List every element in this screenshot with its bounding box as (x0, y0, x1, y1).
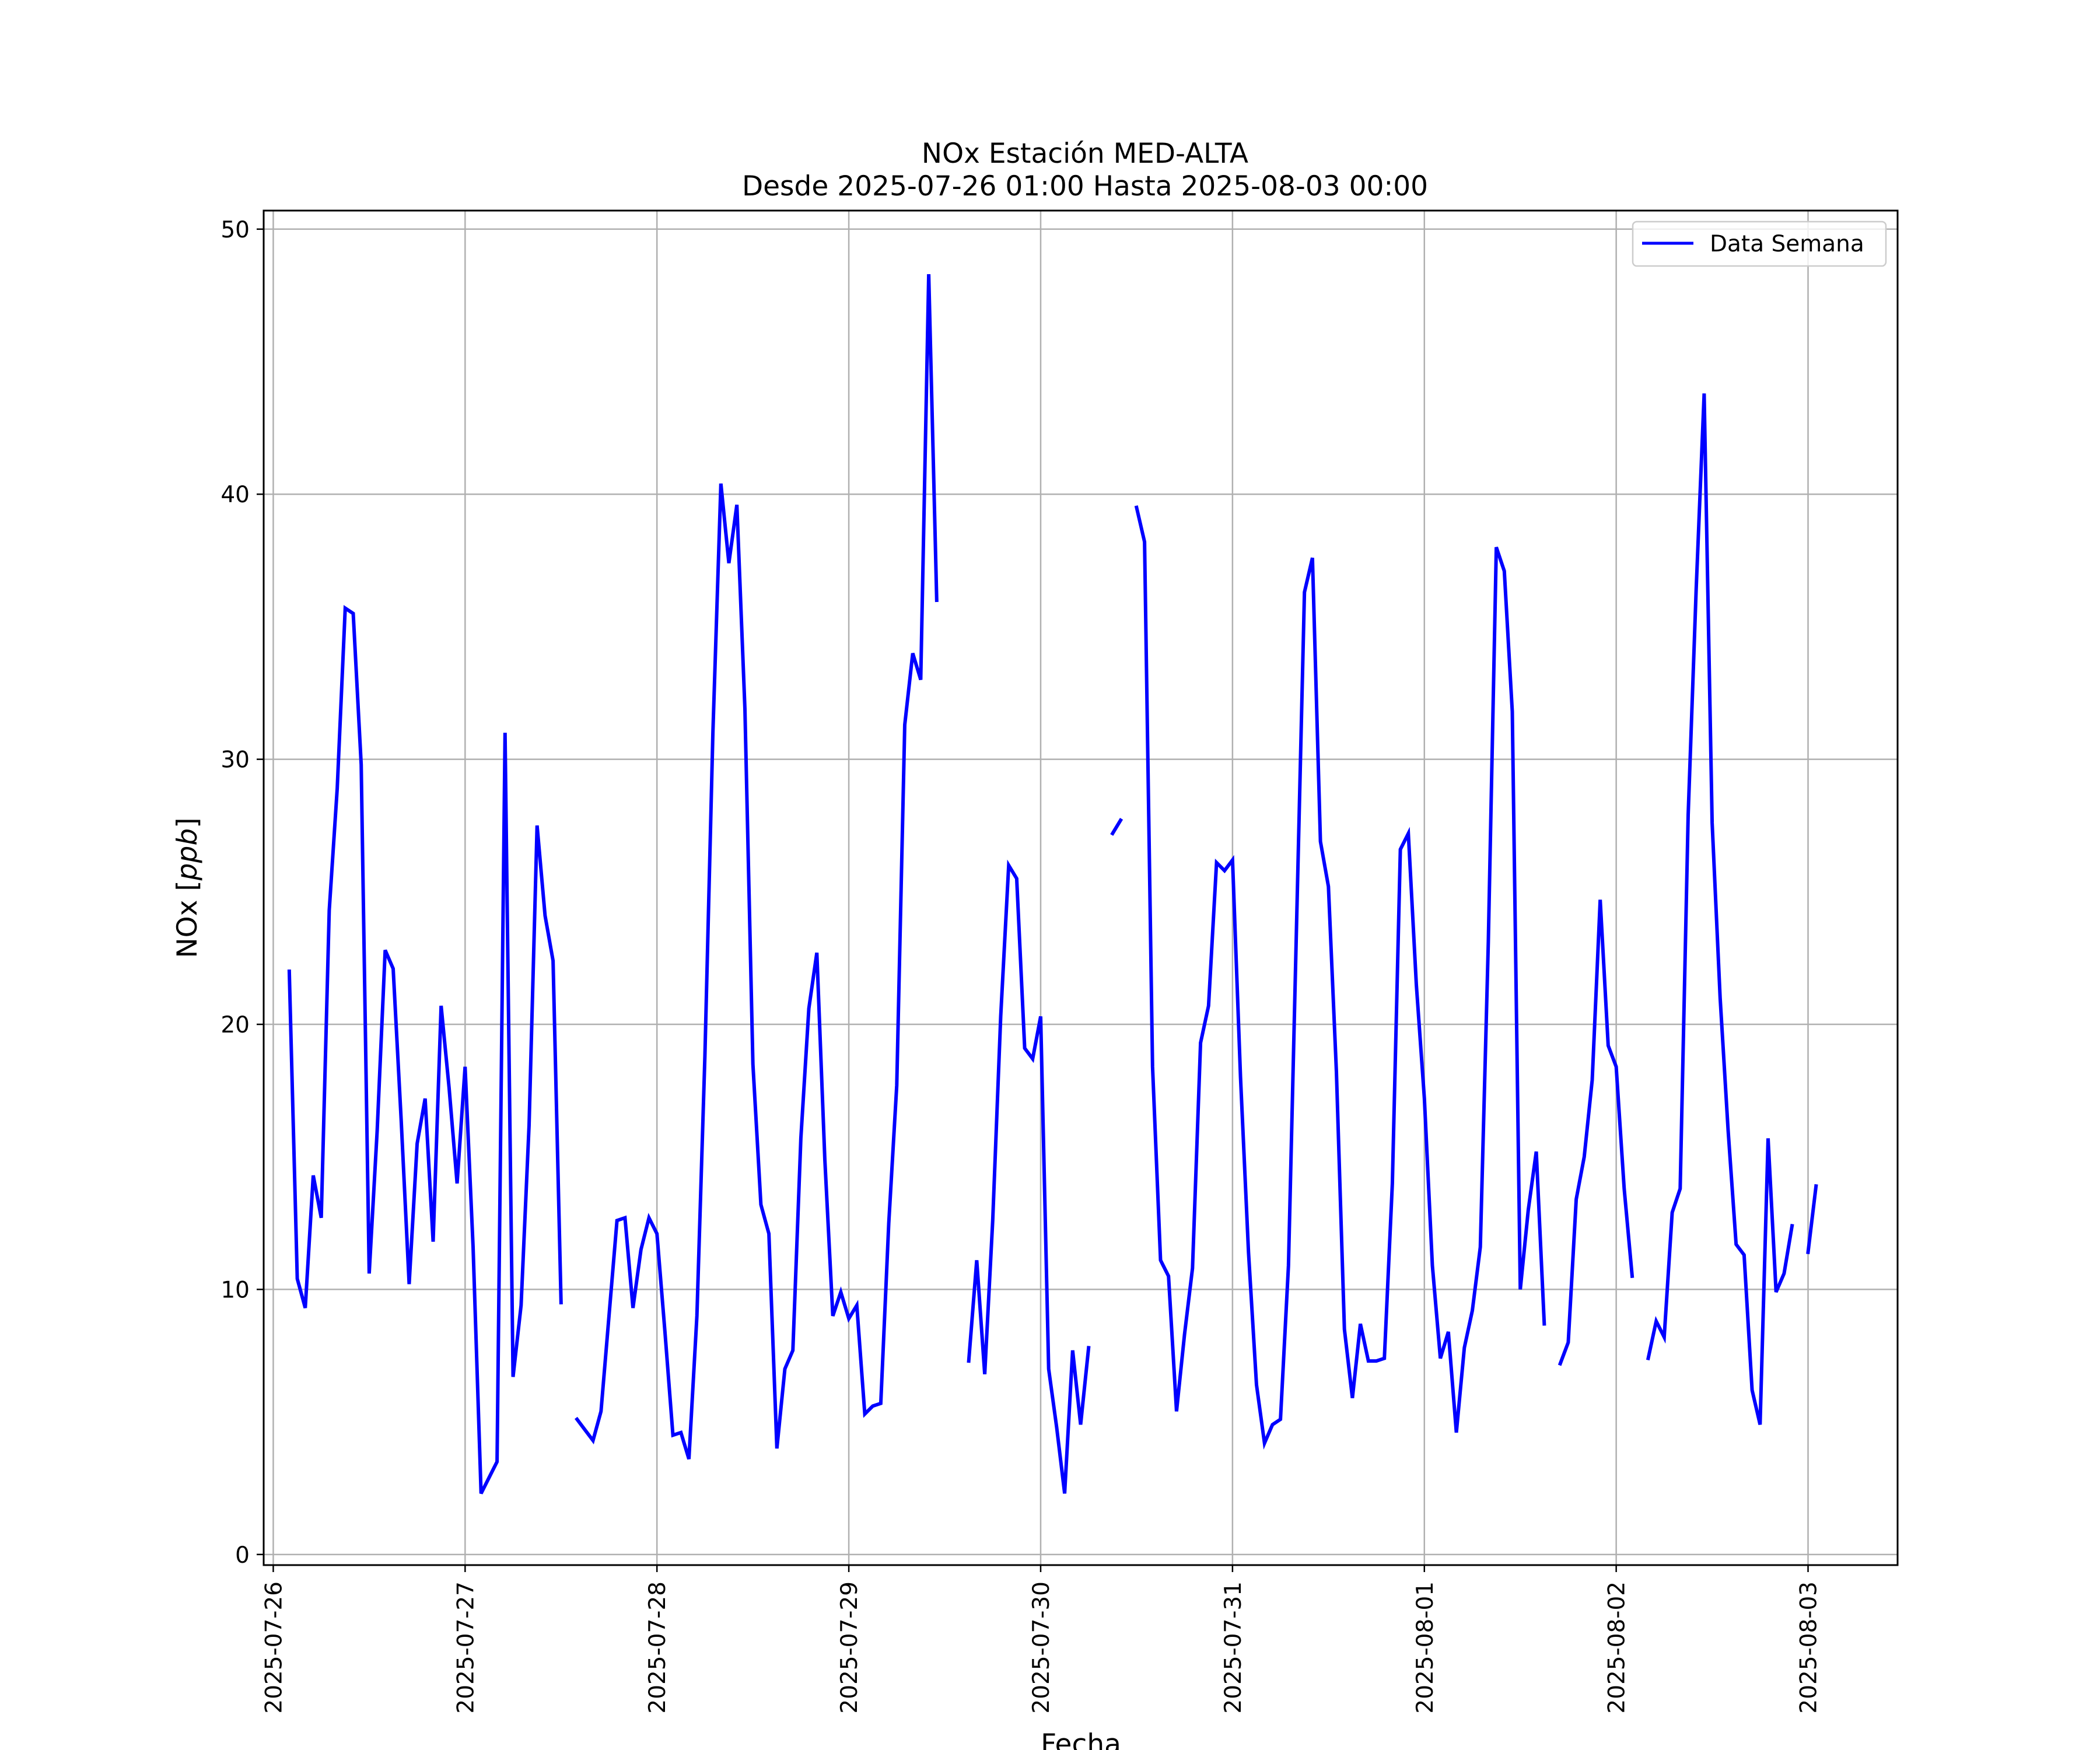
y-axis-label: NOx [ppb] (172, 817, 204, 958)
y-axis-label-suffix: ] (172, 817, 204, 828)
series-line-segment (1110, 817, 1124, 836)
x-tick-label: 2025-07-30 (1028, 1581, 1055, 1714)
legend: Data Semana (1632, 220, 1887, 267)
x-tick-label: 2025-08-02 (1604, 1581, 1630, 1714)
plot-frame (262, 209, 1899, 1566)
series-line-segment (1646, 393, 1794, 1425)
y-tick-label: 40 (220, 482, 250, 508)
x-tick-label: 2025-07-26 (261, 1581, 287, 1714)
axis-ticks: 0 10 20 30 40 50 2025-07-26 2025-07-27 2025-07-2… (220, 217, 1822, 1714)
grid-lines (264, 211, 1898, 1565)
y-axis-label-unit: ppb (172, 828, 204, 881)
series-line-segment (287, 605, 563, 1494)
series-line-segment (1806, 1184, 1818, 1255)
legend-label-data-semana: Data Semana (1710, 231, 1864, 257)
x-tick-label: 2025-08-03 (1796, 1581, 1822, 1714)
chart-title: NOx Estación MED-ALTA (922, 138, 1248, 170)
series-line-segment (574, 274, 939, 1460)
x-axis-label: Fecha (1041, 1728, 1121, 1750)
series-line-segment (1134, 505, 1546, 1450)
x-tick-label: 2025-08-01 (1412, 1581, 1438, 1714)
x-tick-label: 2025-07-31 (1220, 1581, 1247, 1714)
y-tick-label: 10 (220, 1277, 250, 1303)
series-line-segment (1558, 900, 1634, 1366)
x-tick-label: 2025-07-27 (453, 1581, 479, 1714)
y-tick-label: 50 (220, 217, 250, 243)
series-layer (287, 274, 1818, 1494)
x-tick-label: 2025-07-29 (836, 1581, 863, 1714)
y-tick-label: 20 (220, 1012, 250, 1038)
series-line-segment (967, 859, 1091, 1494)
y-tick-label: 30 (220, 747, 250, 774)
x-tick-label: 2025-07-28 (645, 1581, 671, 1714)
y-tick-label: 0 (235, 1542, 250, 1569)
chart-subtitle: Desde 2025-07-26 01:00 Hasta 2025-08-03 … (742, 170, 1428, 202)
legend-box (1632, 220, 1887, 267)
y-axis-label-prefix: NOx [ (172, 880, 204, 958)
